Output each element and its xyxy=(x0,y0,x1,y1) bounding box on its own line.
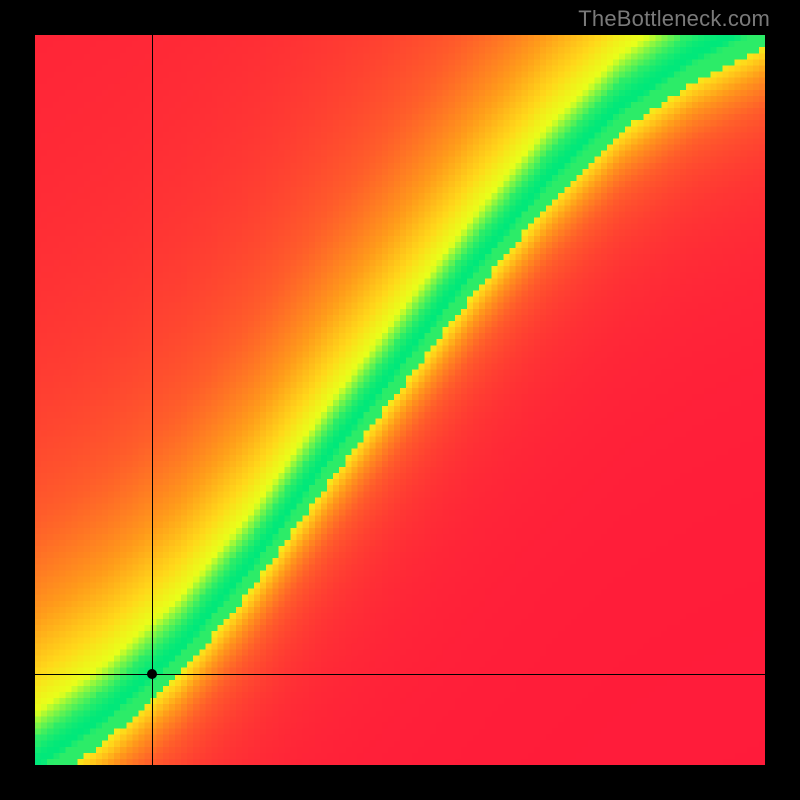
heatmap-canvas xyxy=(35,35,765,765)
watermark-text: TheBottleneck.com xyxy=(578,6,770,32)
heatmap-plot xyxy=(35,35,765,765)
